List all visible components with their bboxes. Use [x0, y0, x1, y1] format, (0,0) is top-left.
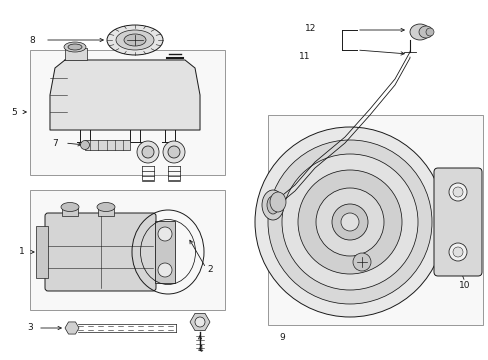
Circle shape	[158, 227, 172, 241]
FancyBboxPatch shape	[433, 168, 481, 276]
Ellipse shape	[137, 141, 159, 163]
Ellipse shape	[409, 24, 429, 40]
Circle shape	[448, 183, 466, 201]
Text: 12: 12	[304, 23, 315, 32]
Circle shape	[448, 243, 466, 261]
Text: 4: 4	[197, 346, 203, 355]
Bar	[62, 208, 78, 216]
Ellipse shape	[168, 146, 180, 158]
Circle shape	[297, 170, 401, 274]
Bar	[36, 226, 48, 278]
Ellipse shape	[266, 196, 279, 214]
Ellipse shape	[262, 190, 284, 220]
Text: 5: 5	[11, 108, 17, 117]
Circle shape	[158, 263, 172, 277]
Circle shape	[254, 127, 444, 317]
Ellipse shape	[97, 202, 115, 212]
Polygon shape	[50, 60, 200, 130]
Circle shape	[340, 213, 358, 231]
Ellipse shape	[64, 42, 86, 52]
Ellipse shape	[269, 192, 285, 212]
Text: 9: 9	[279, 333, 285, 342]
Text: 3: 3	[27, 324, 33, 333]
Text: 8: 8	[29, 36, 35, 45]
Text: 7: 7	[52, 139, 58, 148]
Circle shape	[452, 187, 462, 197]
Ellipse shape	[163, 141, 184, 163]
Ellipse shape	[116, 30, 154, 50]
Ellipse shape	[124, 34, 146, 46]
Text: 11: 11	[298, 51, 309, 60]
Bar	[85, 140, 130, 150]
Text: 1: 1	[19, 248, 25, 256]
Text: 2: 2	[207, 266, 212, 275]
FancyBboxPatch shape	[45, 213, 156, 291]
Bar	[30, 50, 224, 175]
Text: 10: 10	[458, 282, 470, 291]
Ellipse shape	[142, 146, 154, 158]
Circle shape	[267, 140, 431, 304]
Circle shape	[315, 188, 383, 256]
Text: 6: 6	[334, 148, 340, 157]
Circle shape	[282, 154, 417, 290]
Ellipse shape	[68, 44, 82, 50]
Circle shape	[452, 247, 462, 257]
Bar	[155, 221, 175, 283]
Ellipse shape	[425, 28, 433, 36]
Bar	[98, 208, 114, 216]
Circle shape	[352, 253, 370, 271]
Ellipse shape	[81, 140, 89, 149]
Circle shape	[331, 204, 367, 240]
Ellipse shape	[61, 202, 79, 212]
Bar	[267, 115, 482, 325]
Ellipse shape	[107, 25, 163, 55]
Ellipse shape	[418, 26, 432, 38]
Bar	[65, 48, 87, 60]
Bar	[30, 190, 224, 310]
Circle shape	[195, 317, 204, 327]
